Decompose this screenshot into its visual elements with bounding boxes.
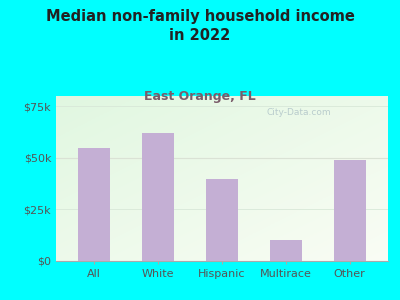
Bar <box>270 240 302 261</box>
Bar <box>78 148 110 261</box>
Bar <box>142 133 174 261</box>
Text: East Orange, FL: East Orange, FL <box>144 90 256 103</box>
Bar <box>334 160 366 261</box>
Text: City-Data.com: City-Data.com <box>266 108 331 117</box>
Text: Median non-family household income
in 2022: Median non-family household income in 20… <box>46 9 354 43</box>
Bar <box>206 178 238 261</box>
